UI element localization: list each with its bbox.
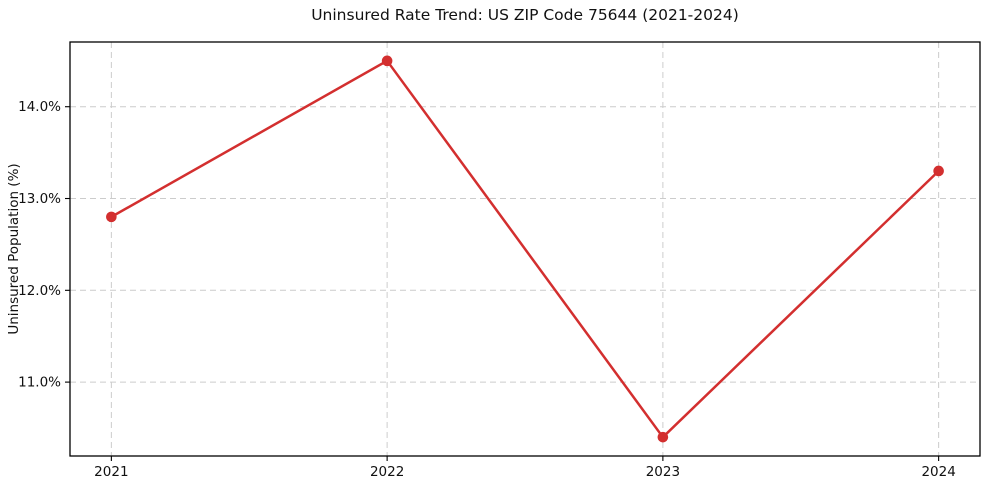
y-tick-label: 14.0%	[18, 99, 61, 115]
y-tick-label: 11.0%	[18, 375, 61, 391]
data-point-marker	[381, 55, 393, 67]
plot-border	[69, 41, 981, 457]
x-tick-label: 2024	[921, 464, 955, 480]
x-tick-label: 2021	[94, 464, 128, 480]
x-tick-label: 2023	[646, 464, 680, 480]
data-point-marker	[657, 431, 669, 443]
data-point-marker	[933, 165, 944, 177]
data-point-marker	[106, 211, 117, 223]
y-tick-label: 13.0%	[18, 191, 61, 207]
y-tick-label: 12.0%	[18, 283, 61, 299]
x-tick-label: 2022	[370, 464, 404, 480]
chart-title: Uninsured Rate Trend: US ZIP Code 75644 …	[311, 6, 739, 24]
trend-line	[110, 59, 940, 439]
